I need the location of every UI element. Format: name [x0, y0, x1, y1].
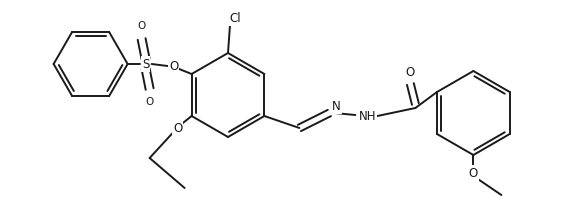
- Text: O: O: [406, 66, 415, 78]
- Text: S: S: [142, 57, 149, 70]
- Text: O: O: [146, 97, 154, 107]
- Text: Cl: Cl: [229, 11, 241, 25]
- Text: O: O: [138, 21, 146, 31]
- Text: O: O: [169, 60, 178, 72]
- Text: NH: NH: [359, 109, 376, 123]
- Text: O: O: [173, 122, 182, 134]
- Text: O: O: [469, 167, 478, 180]
- Text: N: N: [332, 100, 341, 112]
